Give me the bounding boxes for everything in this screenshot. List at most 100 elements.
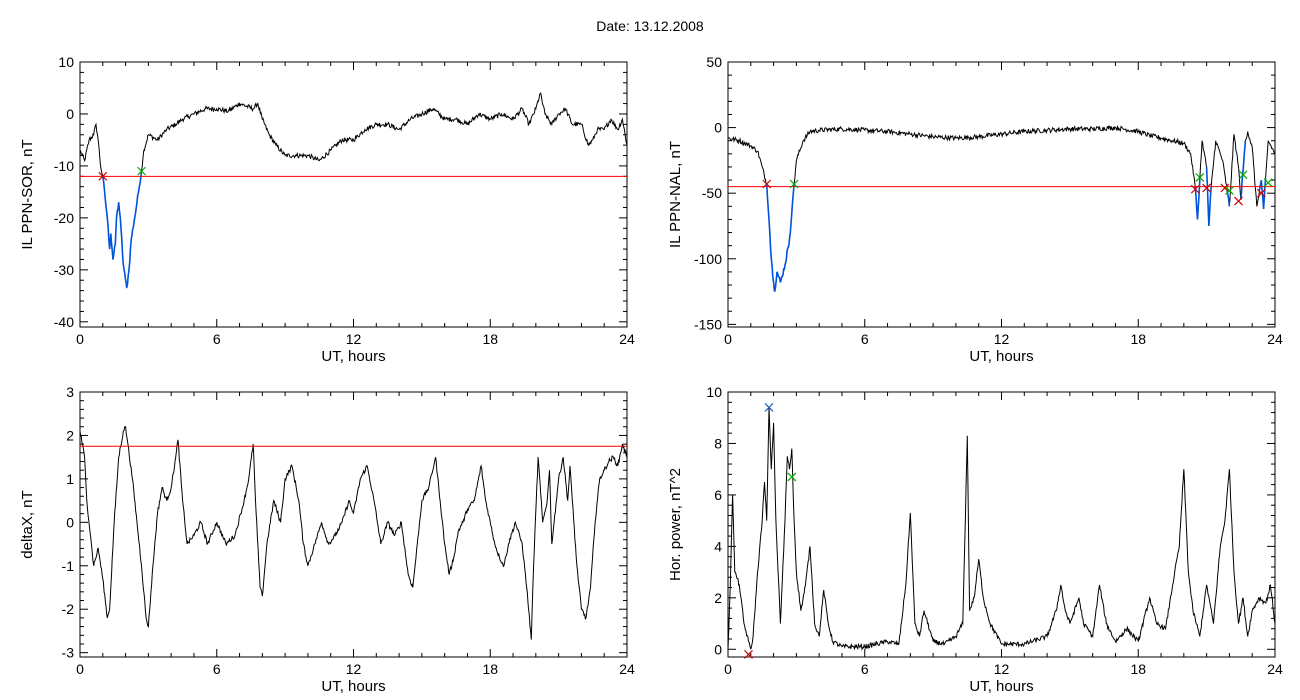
event-marker-start	[744, 650, 753, 659]
panel-deltax: 0 6 12 18 24 3 2 1 0 -1 -2 -3 UT, hours deltaX, nT	[19, 384, 635, 695]
event-marker-end	[137, 166, 146, 176]
x-tick-label: 0	[76, 661, 84, 677]
x-tick-label: 18	[1130, 331, 1146, 347]
event-marker-end	[1224, 186, 1234, 195]
x-axis-label: UT, hours	[969, 348, 1033, 365]
y-tick-label: -150	[694, 316, 722, 332]
marker-stroke	[137, 166, 146, 176]
event-segment	[1240, 140, 1247, 200]
x-tick-label: 6	[213, 331, 221, 347]
panel-il-ppn-sor: 0 6 12 18 24 10 0 -10 -20 -30 -40 UT, hours IL PPN-S…	[19, 54, 635, 365]
plot-frame	[727, 61, 1276, 328]
y-tick-label: 0	[66, 514, 74, 530]
marker-stroke	[98, 171, 108, 181]
marker-stroke	[1234, 196, 1243, 206]
y-tick-label: 10	[58, 54, 74, 70]
x-tick-label: 6	[861, 331, 869, 347]
y-tick-label: 50	[706, 54, 722, 70]
marker-stroke	[1190, 184, 1200, 194]
y-tick-label: 0	[714, 641, 722, 657]
event-marker-start	[1202, 183, 1212, 193]
event-segment	[1194, 180, 1201, 220]
x-tick-label: 12	[346, 661, 362, 677]
y-tick-label: -10	[54, 158, 74, 174]
event-marker-end	[787, 472, 797, 482]
y-axis-label: IL PPN-SOR, nT	[19, 139, 36, 249]
marker-stroke	[787, 472, 797, 482]
x-tick-label: 24	[619, 661, 635, 677]
event-marker-peak	[764, 403, 774, 412]
y-tick-label: 0	[66, 106, 74, 122]
x-axis-label: UT, hours	[321, 678, 385, 695]
marker-stroke	[1263, 178, 1273, 188]
marker-stroke	[1220, 183, 1230, 193]
y-axis-label: Hor. power, nT^2	[667, 468, 684, 581]
x-tick-label: 12	[994, 661, 1010, 677]
event-segment	[765, 183, 795, 292]
event-marker-start	[1220, 183, 1230, 193]
event-marker-start	[1234, 196, 1243, 206]
y-axis-label: IL PPN-NAL, nT	[667, 141, 684, 248]
y-tick-label: -30	[54, 262, 74, 278]
x-tick-label: 18	[1130, 661, 1146, 677]
x-tick-label: 6	[861, 661, 869, 677]
x-tick-label: 6	[213, 661, 221, 677]
y-tick-label: 0	[714, 120, 722, 136]
y-tick-label: 2	[714, 590, 722, 606]
y-tick-label: 2	[66, 427, 74, 443]
x-tick-label: 18	[482, 661, 498, 677]
marker-stroke	[1202, 183, 1212, 193]
y-tick-label: 4	[714, 538, 722, 554]
marker-stroke	[744, 650, 753, 659]
y-tick-label: -20	[54, 210, 74, 226]
page-title: Date: 13.12.2008	[0, 18, 1300, 34]
series-line	[80, 92, 627, 289]
series-line	[728, 125, 1275, 292]
x-tick-label: 24	[1267, 331, 1283, 347]
y-tick-label: -3	[62, 645, 75, 661]
series-line	[80, 425, 627, 640]
plot-frame	[79, 391, 628, 658]
plot-frame	[727, 391, 1276, 658]
x-axis-label: UT, hours	[969, 678, 1033, 695]
event-marker-end	[1195, 173, 1205, 182]
x-tick-label: 12	[994, 331, 1010, 347]
marker-stroke	[1224, 186, 1234, 195]
marker-stroke	[1256, 188, 1266, 198]
event-marker-start	[762, 179, 772, 189]
x-axis-label: UT, hours	[321, 348, 385, 365]
panel-il-ppn-nal: 0 6 12 18 24 50 0 -50 -100 -150 UT, hours IL PPN-NA…	[667, 54, 1283, 365]
y-tick-label: 6	[714, 487, 722, 503]
x-tick-label: 0	[724, 331, 732, 347]
y-tick-label: 3	[66, 384, 74, 400]
marker-stroke	[1238, 170, 1248, 180]
x-tick-label: 0	[724, 661, 732, 677]
y-tick-label: -2	[62, 601, 75, 617]
event-marker-start	[1190, 184, 1200, 194]
event-marker-start	[98, 171, 108, 181]
plot-frame	[79, 61, 628, 328]
date-value: 13.12.2008	[633, 18, 704, 34]
marker-stroke	[762, 179, 772, 189]
event-marker-start	[1256, 188, 1266, 198]
y-tick-label: 10	[706, 384, 722, 400]
marker-stroke	[764, 403, 774, 412]
marker-stroke	[789, 179, 799, 189]
event-segment	[1205, 166, 1212, 227]
x-tick-label: 24	[619, 331, 635, 347]
y-tick-label: -40	[54, 314, 74, 330]
event-marker-end	[789, 179, 799, 189]
x-tick-label: 12	[346, 331, 362, 347]
x-tick-label: 24	[1267, 661, 1283, 677]
y-axis-label: deltaX, nT	[19, 490, 36, 558]
y-tick-label: -50	[702, 185, 722, 201]
marker-stroke	[1195, 173, 1205, 182]
date-label: Date:	[596, 18, 630, 34]
event-marker-end	[1263, 178, 1273, 188]
y-tick-label: -100	[694, 251, 722, 267]
series-line	[728, 407, 1275, 651]
y-tick-label: -1	[62, 558, 75, 574]
x-tick-label: 18	[482, 331, 498, 347]
